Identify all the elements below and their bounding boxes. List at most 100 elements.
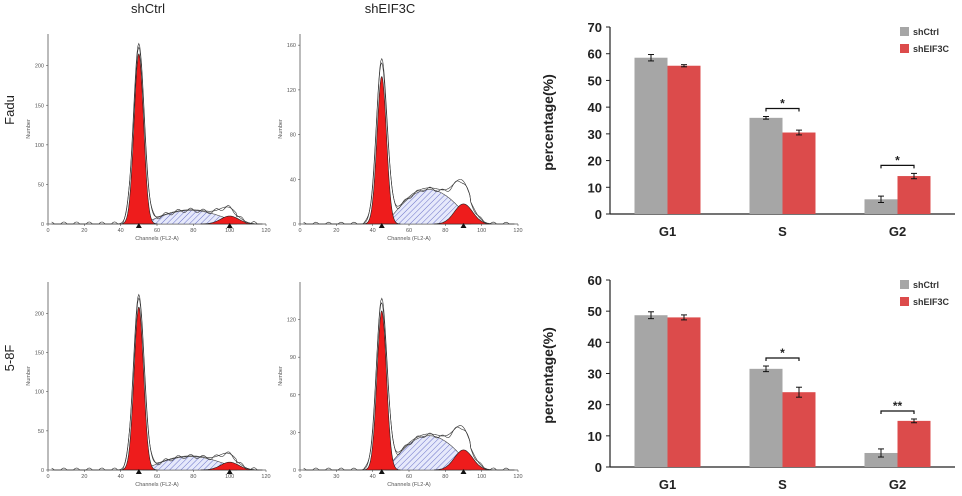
y-tick-label: 200 (35, 64, 44, 70)
y-tick-label: 0 (595, 460, 602, 475)
bar-shctrl-g2 (864, 199, 898, 214)
histogram-envelope-curve (303, 302, 515, 471)
s-phase-area (142, 456, 238, 471)
g1-peak (362, 310, 401, 471)
y-tick-label: 120 (287, 88, 296, 94)
bar-sheif3c-s (782, 132, 816, 214)
g1-marker (378, 469, 385, 474)
x-tick-label: 100 (225, 228, 234, 234)
bar-sheif3c-g1 (667, 317, 701, 467)
y-tick-label: 0 (41, 222, 44, 228)
bar-shctrl-s (749, 117, 783, 214)
y-tick-label: 60 (588, 47, 602, 62)
x-tick-label: 100 (477, 228, 486, 234)
g2-marker (460, 223, 467, 228)
x-tick-label: 60 (406, 228, 412, 234)
x-tick-label: 30 (333, 474, 339, 480)
x-tick-label: 120 (261, 474, 270, 480)
significance-bracket (880, 164, 915, 169)
s-phase-area (142, 210, 238, 225)
x-axis-label: Channels (FL2-A) (387, 236, 431, 242)
bar-sheif3c-g2 (897, 176, 931, 214)
y-tick-label: 50 (588, 304, 602, 319)
y-tick-label: 30 (290, 430, 296, 436)
y-tick-label: 100 (35, 390, 44, 396)
y-tick-label: 90 (290, 355, 296, 361)
g1-marker (135, 469, 142, 474)
x-tick-label: 100 (477, 474, 486, 480)
column-header-shctrl: shCtrl (131, 1, 165, 16)
y-tick-label: 10 (588, 180, 602, 195)
significance-bracket (765, 107, 800, 112)
y-tick-label: 20 (588, 398, 602, 413)
x-tick-label: 40 (118, 474, 124, 480)
y-tick-label: 0 (293, 222, 296, 228)
y-tick-label: 150 (35, 103, 44, 109)
histogram-envelope-curve (303, 297, 515, 471)
g2-marker (460, 469, 467, 474)
category-label: G1 (659, 224, 676, 239)
x-tick-label: 20 (333, 228, 339, 234)
x-tick-label: 120 (261, 228, 270, 234)
y-tick-label: 200 (35, 311, 44, 317)
x-tick-label: 20 (81, 228, 87, 234)
x-tick-label: 0 (298, 228, 301, 234)
x-tick-label: 80 (442, 474, 448, 480)
category-label: G1 (659, 477, 676, 492)
y-tick-label: 50 (38, 182, 44, 188)
x-tick-label: 0 (46, 228, 49, 234)
g2-marker (226, 223, 233, 228)
bar-shctrl-g1 (634, 57, 668, 214)
y-tick-label: 0 (41, 468, 44, 474)
y-axis-label: Number (278, 366, 284, 386)
significance-bracket (765, 357, 800, 362)
legend-swatch-shctrl (900, 280, 909, 289)
x-axis-label: Channels (FL2-A) (135, 482, 179, 488)
category-label: G2 (889, 224, 906, 239)
y-tick-label: 50 (588, 73, 602, 88)
category-label: S (778, 224, 787, 239)
x-tick-label: 0 (298, 474, 301, 480)
x-tick-label: 0 (46, 474, 49, 480)
g1-peak (362, 76, 401, 225)
legend-swatch-shctrl (900, 27, 909, 36)
significance-bracket (880, 410, 915, 415)
flow-histogram-58f-sheif3c: 0 30 40 60 80 100 120 0 30 60 90 120 Channels (FL2-A… (278, 282, 523, 488)
y-tick-label: 120 (287, 318, 296, 324)
y-axis-label: percentage(%) (540, 327, 556, 423)
histogram-envelope-curve (303, 62, 515, 225)
g1-marker (378, 223, 385, 228)
histogram-envelope-curve (303, 57, 515, 225)
legend-label-sheif3c: shEIF3C (913, 297, 950, 307)
bar-chart-fadu: 0 10 20 30 40 50 60 70 percentage(%) G1 S * G2 * shCtr… (540, 20, 955, 239)
x-tick-label: 40 (118, 228, 124, 234)
y-tick-label: 50 (38, 429, 44, 435)
y-axis-label: Number (26, 366, 32, 386)
x-tick-label: 60 (154, 474, 160, 480)
x-tick-label: 60 (406, 474, 412, 480)
legend-swatch-sheif3c (900, 44, 909, 53)
flow-histogram-fadu-sheif3c: 0 20 40 60 80 100 120 0 40 80 120 160 Channels (FL2-… (278, 34, 523, 242)
flow-histogram-58f-shctrl: 0 20 40 60 80 100 120 0 50 100 150 200 Channels (FL2… (26, 282, 271, 488)
bar-shctrl-g1 (634, 315, 668, 467)
s-phase-area (385, 435, 472, 471)
x-tick-label: 80 (190, 474, 196, 480)
y-tick-label: 60 (290, 393, 296, 399)
category-label: G2 (889, 477, 906, 492)
y-axis-label: Number (278, 119, 284, 139)
legend-label-shctrl: shCtrl (913, 27, 939, 37)
y-tick-label: 10 (588, 429, 602, 444)
g2-peak (433, 203, 493, 225)
y-tick-label: 0 (293, 468, 296, 474)
x-axis-label: Channels (FL2-A) (135, 236, 179, 242)
x-axis-label: Channels (FL2-A) (387, 482, 431, 488)
histogram-envelope-curve (51, 46, 263, 225)
y-tick-label: 30 (588, 127, 602, 142)
legend-label-shctrl: shCtrl (913, 280, 939, 290)
x-tick-label: 80 (190, 228, 196, 234)
y-tick-label: 100 (35, 143, 44, 149)
x-tick-label: 120 (513, 474, 522, 480)
significance-marker: ** (893, 399, 903, 413)
bar-sheif3c-s (782, 392, 816, 467)
column-header-sheif3c: shEIF3C (365, 1, 416, 16)
